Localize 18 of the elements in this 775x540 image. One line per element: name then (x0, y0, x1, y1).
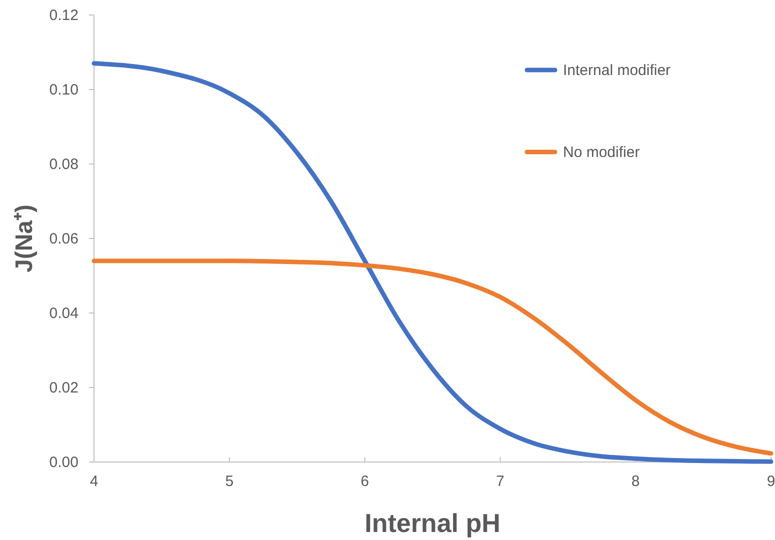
x-axis-title: Internal pH (364, 508, 500, 538)
y-tick-label: 0.10 (49, 81, 78, 98)
line-series (92, 258, 774, 456)
y-tick-label: 0.04 (49, 304, 78, 322)
legend-label: Internal modifier (563, 62, 671, 79)
y-axis-title: J(Na⁺) (11, 204, 38, 273)
y-tick-label: 0.08 (49, 156, 78, 173)
y-tick-label: 0.06 (49, 230, 78, 248)
y-tick-label: 0.12 (49, 6, 78, 24)
x-tick-label: 4 (90, 473, 98, 490)
x-tick-label: 6 (360, 473, 369, 490)
x-tick-label: 5 (225, 473, 234, 490)
legend-label: No modifier (563, 144, 640, 161)
x-tick-label: 9 (766, 473, 775, 490)
x-tick-label: 8 (631, 473, 640, 490)
y-tick-label: 0.02 (49, 379, 78, 396)
y-tick-label: 0.00 (49, 454, 78, 471)
x-tick-label: 7 (496, 473, 504, 490)
